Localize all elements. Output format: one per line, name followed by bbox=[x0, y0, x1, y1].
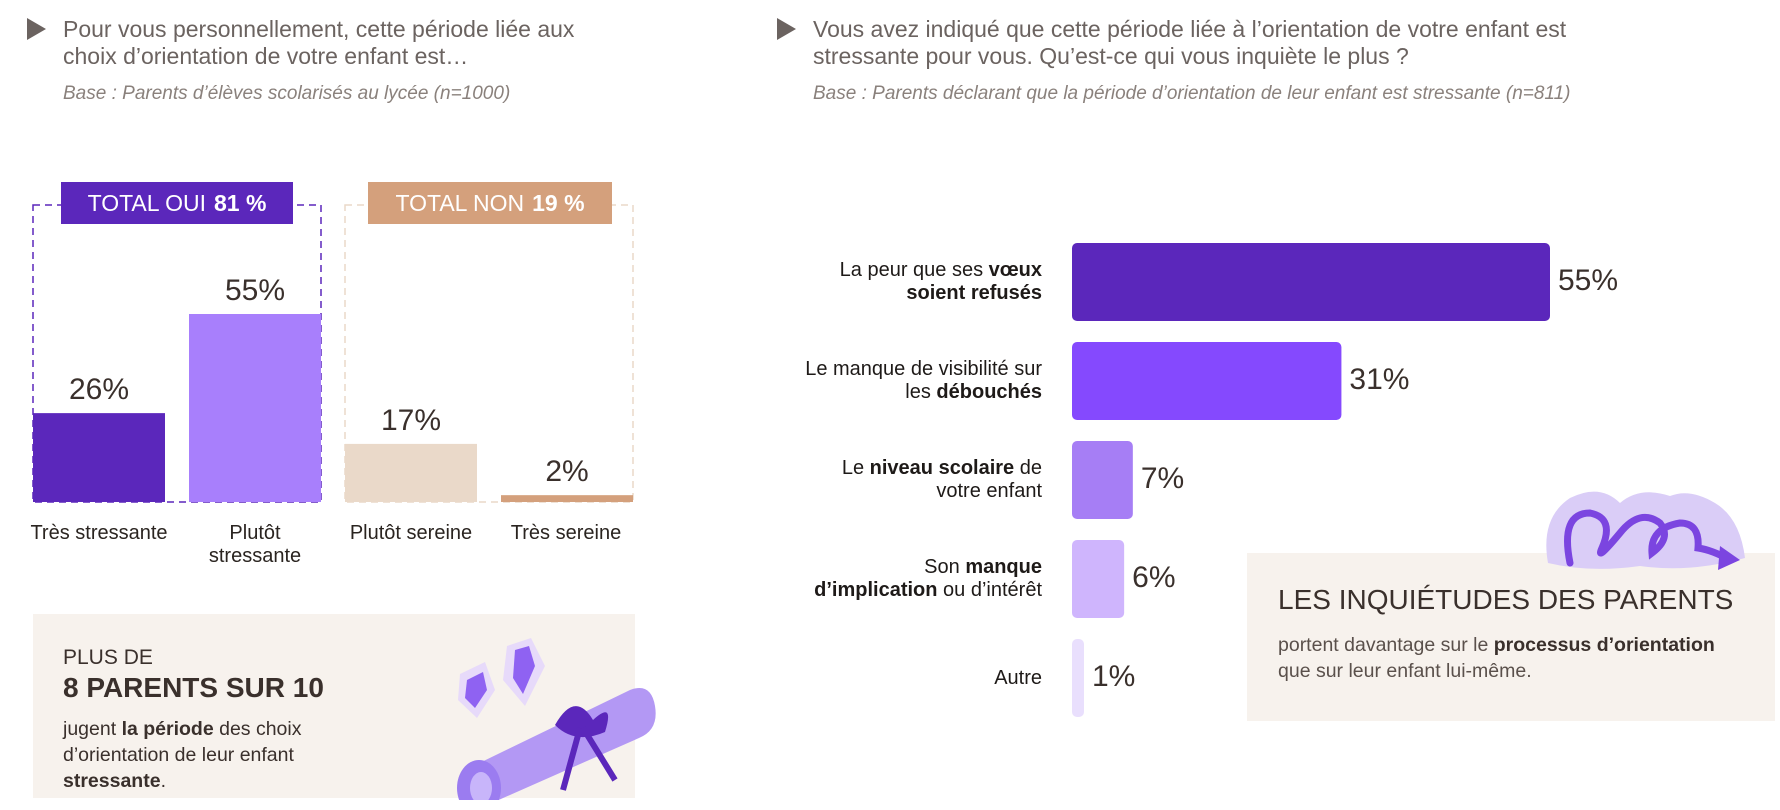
left-base-note: Base : Parents d’élèves scolarisés au ly… bbox=[63, 83, 511, 104]
x-label: Très stressante bbox=[30, 522, 168, 544]
hbar-value-label: 6% bbox=[1132, 561, 1176, 594]
play-triangle-icon bbox=[777, 18, 796, 40]
hbar-category-label: Le manque de visibilité sur les débouchés bbox=[805, 358, 1042, 403]
card-headline: 8 PARENTS SUR 10 bbox=[63, 672, 324, 703]
total-yes-badge: TOTAL OUI 81 % bbox=[61, 182, 293, 224]
hbar-category-label: Son manque d’implication ou d’intérêt bbox=[814, 556, 1042, 601]
right-question: Vous avez indiqué que cette période liée… bbox=[813, 16, 1567, 69]
hbar-value-label: 55% bbox=[1558, 264, 1619, 297]
hbar-category-label: Autre bbox=[994, 666, 1042, 689]
diploma-scroll-illustration bbox=[457, 638, 656, 800]
card-text: jugent la période des choix d’orientatio… bbox=[63, 718, 302, 792]
x-label: Plutôt sereine bbox=[349, 522, 473, 544]
hbar-0 bbox=[1072, 243, 1550, 321]
total-no-label: TOTAL NON bbox=[395, 190, 525, 216]
hbar-value-label: 1% bbox=[1092, 660, 1136, 693]
summary-card-right bbox=[1247, 553, 1775, 721]
total-no-value: 19 % bbox=[532, 190, 585, 216]
card-right-title: LES INQUIÉTUDES DES PARENTS bbox=[1278, 584, 1734, 615]
x-label: Plutôt stressante bbox=[208, 522, 302, 567]
squiggle-arrow-illustration bbox=[1546, 491, 1745, 570]
bar-3 bbox=[501, 495, 633, 502]
total-yes-label: TOTAL OUI bbox=[87, 190, 206, 216]
hbar-3 bbox=[1072, 540, 1125, 618]
hbar-value-label: 31% bbox=[1349, 363, 1410, 396]
bar-2 bbox=[345, 443, 477, 502]
stress-level-chart bbox=[32, 204, 634, 503]
hbar-4 bbox=[1072, 639, 1084, 717]
hbar-category-label: Le niveau scolaire de votre enfant bbox=[841, 457, 1042, 502]
bar-value-label: 55% bbox=[224, 274, 286, 307]
hbar-category-label: La peur que ses vœux soient refusés bbox=[839, 259, 1042, 304]
card-right-text: portent davantage sur le processus d’ori… bbox=[1278, 634, 1715, 682]
card-kicker: PLUS DE bbox=[63, 646, 153, 669]
hbar-1 bbox=[1072, 342, 1342, 420]
hbar-value-label: 7% bbox=[1140, 462, 1185, 495]
x-label: Très sereine bbox=[510, 522, 622, 544]
bar-value-label: 26% bbox=[68, 373, 130, 407]
bar-0 bbox=[33, 413, 165, 502]
play-triangle-icon bbox=[27, 18, 46, 40]
right-base-note: Base : Parents déclarant que la période … bbox=[813, 83, 1571, 104]
total-yes-value: 81 % bbox=[214, 190, 267, 216]
bar-value-label: 2% bbox=[545, 455, 589, 489]
bar-1 bbox=[189, 314, 321, 502]
hbar-2 bbox=[1072, 441, 1133, 519]
bar-value-label: 17% bbox=[380, 403, 442, 437]
left-question: Pour vous personnellement, cette période… bbox=[63, 16, 575, 69]
total-no-badge: TOTAL NON 19 % bbox=[368, 182, 612, 224]
